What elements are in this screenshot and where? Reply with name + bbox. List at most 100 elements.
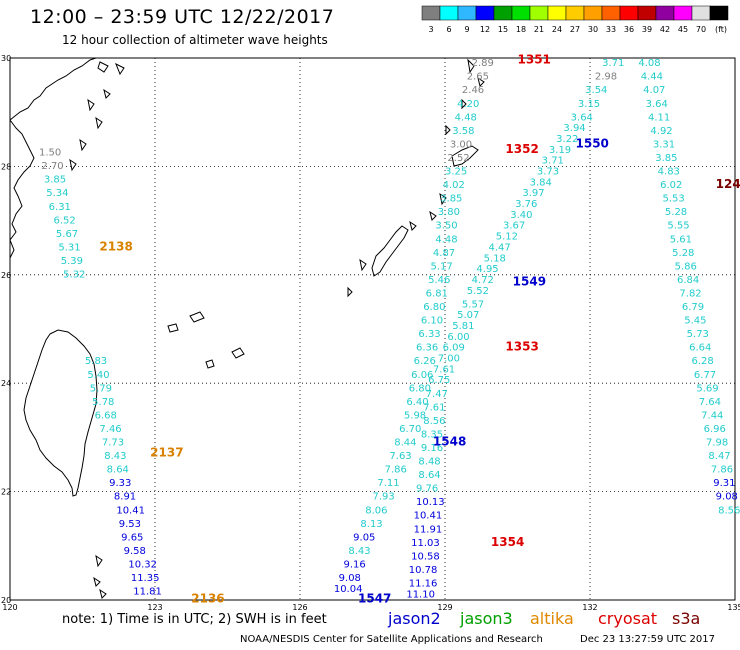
swh-value: 3.71 bbox=[542, 156, 564, 167]
swh-value: 5.81 bbox=[452, 321, 474, 332]
swh-value: 9.08 bbox=[716, 492, 738, 503]
pass-number-label: 1547 bbox=[358, 592, 391, 606]
batanes-islands bbox=[93, 554, 107, 599]
lat-label: 24 bbox=[1, 379, 11, 388]
pass-number-label: 2137 bbox=[150, 445, 183, 459]
swh-value: 5.46 bbox=[428, 275, 450, 286]
swh-value: 11.81 bbox=[133, 587, 162, 598]
lon-label: 126 bbox=[292, 603, 307, 610]
swh-value: 8.47 bbox=[708, 451, 730, 462]
pass-number-label: 1548 bbox=[433, 435, 466, 449]
scale-label: 9 bbox=[464, 25, 469, 34]
swh-value: 9.08 bbox=[339, 573, 361, 584]
page-title: 12:00 – 23:59 UTC 12/22/2017 bbox=[30, 6, 335, 28]
track-cryosat: 2.89 2.65 2.46 4.20 4.48 3.58 3.00 2.52 3.25 4.02… bbox=[334, 52, 551, 594]
lat-label: 22 bbox=[1, 488, 11, 497]
swh-value: 3.85 bbox=[440, 194, 462, 205]
credit-line: NOAA/NESDIS Center for Satellite Applica… bbox=[240, 634, 543, 645]
swh-value: 3.19 bbox=[549, 145, 571, 156]
swh-value: 3.25 bbox=[445, 167, 467, 178]
swh-value: 9.31 bbox=[713, 478, 735, 489]
satellite-legend-cryosat: cryosat bbox=[598, 609, 658, 628]
lon-label: 123 bbox=[147, 603, 162, 610]
altimeter-tracks: 1.50 2.70 3.85 5.34 6.31 6.52 5.67 5.31 5.39 5.32… bbox=[39, 52, 740, 605]
swh-value: 8.64 bbox=[107, 465, 129, 476]
swh-value: 6.36 bbox=[416, 343, 438, 354]
swh-value: 10.04 bbox=[334, 584, 363, 595]
pass-number-label: 1550 bbox=[576, 136, 609, 150]
swh-value: 5.83 bbox=[85, 356, 107, 367]
swh-value: 2.52 bbox=[447, 153, 469, 164]
swh-value: 5.53 bbox=[663, 194, 685, 205]
swh-value: 3.80 bbox=[438, 207, 460, 218]
swh-value: 9.65 bbox=[121, 532, 143, 543]
swh-value: 8.48 bbox=[418, 457, 440, 468]
swh-value: 6.33 bbox=[418, 329, 440, 340]
swh-value: 2.65 bbox=[467, 72, 489, 83]
swh-value: 8.91 bbox=[114, 492, 136, 503]
swh-value: 5.31 bbox=[58, 242, 80, 253]
swh-value: 6.10 bbox=[421, 316, 443, 327]
swh-value: 6.09 bbox=[443, 343, 465, 354]
swh-value: 4.48 bbox=[435, 234, 457, 245]
swh-value: 2.98 bbox=[595, 72, 617, 83]
swh-value: 10.13 bbox=[416, 497, 445, 508]
generated-timestamp: Dec 23 13:27:59 UTC 2017 bbox=[580, 634, 715, 645]
swh-value: 7.86 bbox=[385, 465, 407, 476]
swh-value: 7.86 bbox=[711, 465, 733, 476]
satellite-legend-altika: altika bbox=[530, 609, 574, 628]
swh-value: 3.71 bbox=[602, 58, 624, 69]
lat-label: 20 bbox=[1, 596, 11, 605]
swh-value: 6.26 bbox=[414, 356, 436, 367]
kyushu-islands bbox=[445, 58, 485, 136]
swh-value: 3.31 bbox=[653, 139, 675, 150]
china-coastline bbox=[9, 57, 97, 259]
scale-label: 12 bbox=[480, 25, 490, 34]
scale-label: 36 bbox=[624, 25, 634, 34]
swh-value: 8.43 bbox=[348, 546, 370, 557]
miyako-yaeyama-islands bbox=[167, 258, 367, 369]
swh-value: 2.46 bbox=[462, 85, 484, 96]
swh-value: 10.78 bbox=[409, 565, 438, 576]
swh-value: 8.64 bbox=[418, 470, 440, 481]
track-s3a: 4.08 4.44 4.07 3.64 4.11 4.92 3.31 3.85 4.83 6.02… bbox=[638, 58, 740, 516]
swh-value: 6.68 bbox=[95, 410, 117, 421]
scale-label: 70 bbox=[696, 25, 706, 34]
swh-value: 2.70 bbox=[41, 161, 63, 172]
swh-value: 3.22 bbox=[556, 134, 578, 145]
swh-value: 3.58 bbox=[452, 126, 474, 137]
pass-number-label: 1352 bbox=[505, 142, 538, 156]
swh-value: 6.70 bbox=[399, 424, 421, 435]
swh-value: 6.28 bbox=[692, 356, 714, 367]
swh-value: 5.12 bbox=[496, 232, 518, 243]
swh-value: 1.50 bbox=[39, 148, 61, 159]
swh-value: 5.73 bbox=[687, 329, 709, 340]
scale-label: 33 bbox=[606, 25, 616, 34]
swh-value: 10.41 bbox=[414, 511, 443, 522]
swh-value: 7.61 bbox=[433, 364, 455, 375]
swh-value: 3.50 bbox=[435, 221, 457, 232]
scale-label: 24 bbox=[552, 25, 562, 34]
swh-value: 5.79 bbox=[90, 383, 112, 394]
pass-number-label: 1351 bbox=[518, 52, 551, 66]
swh-value: 2.89 bbox=[472, 58, 494, 69]
map-grid bbox=[10, 58, 735, 600]
swh-value: 6.64 bbox=[689, 343, 711, 354]
swh-value: 8.56 bbox=[718, 505, 740, 516]
swh-value: 6.02 bbox=[660, 180, 682, 191]
swh-value: 4.48 bbox=[455, 112, 477, 123]
coastline-layer bbox=[9, 57, 485, 599]
swh-value: 7.93 bbox=[373, 492, 395, 503]
swh-value: 3.85 bbox=[655, 153, 677, 164]
scale-label: 18 bbox=[516, 25, 526, 34]
swh-value: 6.84 bbox=[677, 275, 699, 286]
swh-value: 10.58 bbox=[411, 551, 440, 562]
swh-value: 4.83 bbox=[658, 167, 680, 178]
swh-value: 7.64 bbox=[699, 397, 721, 408]
swh-value: 5.86 bbox=[675, 261, 697, 272]
lat-label: 28 bbox=[1, 162, 11, 171]
scale-label: 27 bbox=[570, 25, 580, 34]
swh-value: 5.40 bbox=[87, 370, 109, 381]
swh-value: 11.16 bbox=[409, 578, 438, 589]
satellite-legend-jason3: jason3 bbox=[460, 609, 513, 628]
